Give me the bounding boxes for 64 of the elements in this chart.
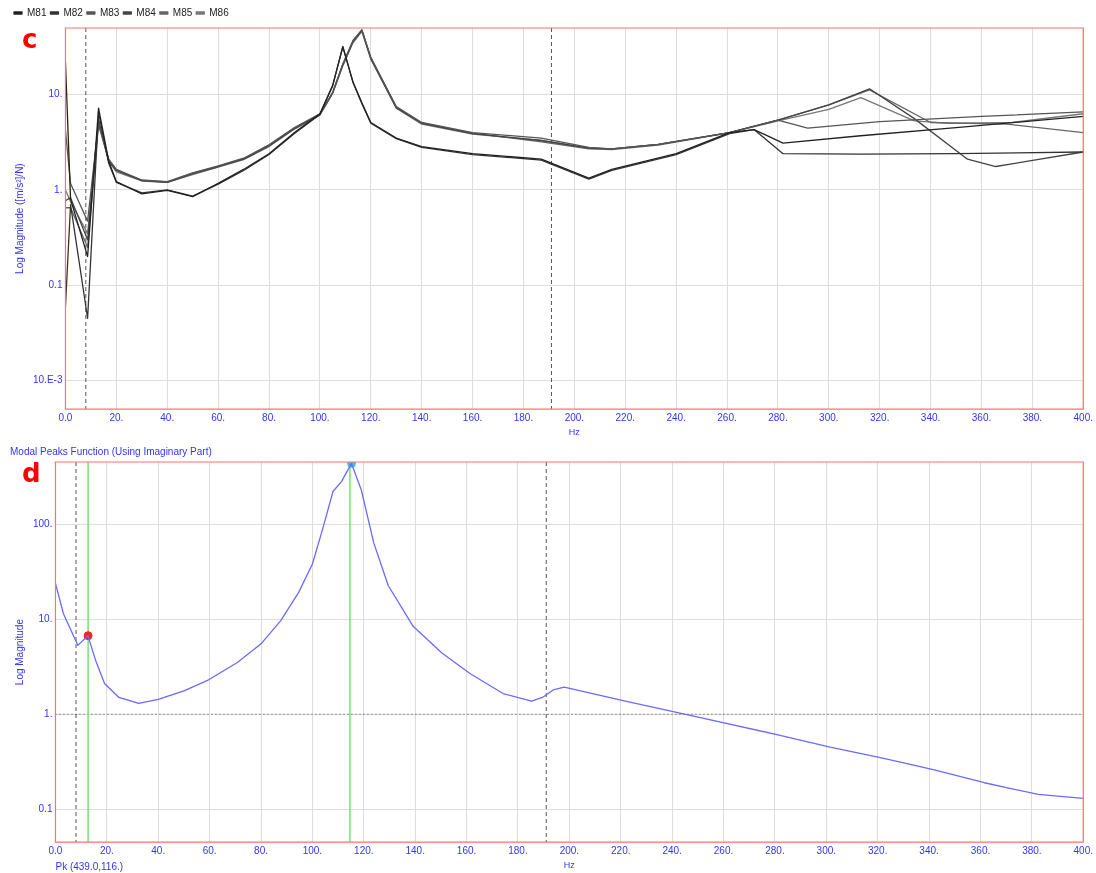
x-tick-label: 120. — [354, 844, 374, 856]
x-axis-title: Hz — [563, 860, 576, 871]
x-tick-label: 180. — [508, 844, 528, 856]
x-tick-label: 260. — [717, 411, 737, 423]
x-tick-label: 200. — [559, 844, 580, 856]
legend-label: M84 — [136, 6, 157, 18]
x-tick-label: 40. — [151, 844, 166, 856]
y-tick-label: 10.E-3 — [32, 374, 63, 386]
x-tick-label: 0.0 — [58, 411, 73, 423]
chart-title: Modal Peaks Function (Using Imaginary Part) — [10, 445, 212, 457]
x-tick-label: 140. — [411, 411, 432, 423]
text: c — [22, 23, 38, 54]
x-tick-label: 400. — [1073, 411, 1093, 423]
x-tick-label: 60. — [202, 844, 217, 856]
x-tick-label: 160. — [456, 844, 477, 856]
y-tick-label: 10. — [38, 612, 53, 624]
y-tick-label: 0.1 — [38, 802, 53, 814]
legend-label: M81 — [27, 6, 47, 18]
x-tick-label: 280. — [765, 844, 785, 856]
text: d — [22, 457, 41, 488]
y-tick-label: 10. — [48, 88, 63, 100]
x-tick-label: 360. — [971, 411, 992, 423]
x-tick-label: 300. — [816, 844, 837, 856]
x-tick-label: 220. — [615, 411, 635, 423]
x-tick-label: 280. — [768, 411, 788, 423]
x-tick-label: 0.0 — [48, 844, 63, 856]
x-tick-label: 160. — [462, 411, 483, 423]
x-tick-label: 140. — [405, 844, 425, 856]
x-tick-label: 400. — [1073, 844, 1093, 856]
x-tick-label: 20. — [99, 844, 114, 856]
y-tick-label: 0.1 — [48, 278, 63, 290]
y-axis-title: Log Magnitude ([m/s²]/N) — [13, 163, 25, 274]
x-tick-label: 240. — [666, 411, 686, 423]
y-tick-label: 1. — [54, 183, 63, 195]
x-tick-label: 340. — [920, 411, 941, 423]
x-tick-label: 360. — [970, 844, 991, 856]
x-tick-label: 100. — [302, 844, 323, 856]
legend-label: M82 — [63, 6, 84, 18]
x-tick-label: 80. — [262, 411, 276, 423]
x-tick-label: 20. — [109, 411, 124, 423]
x-tick-label: 80. — [254, 844, 268, 856]
x-axis-title: Hz — [568, 427, 581, 438]
x-tick-label: 260. — [713, 844, 734, 856]
legend-label: M85 — [172, 6, 193, 18]
legend-label: M86 — [209, 6, 230, 18]
x-tick-label: 320. — [869, 411, 890, 423]
x-tick-label: 180. — [513, 411, 534, 423]
x-tick-label: 100. — [310, 411, 330, 423]
text: Pk (439.0,116.) — [55, 860, 124, 872]
x-tick-label: 300. — [819, 411, 839, 423]
x-tick-label: 320. — [867, 844, 888, 856]
x-tick-label: 340. — [919, 844, 939, 856]
y-tick-label: 1. — [44, 707, 53, 719]
x-tick-label: 60. — [211, 411, 226, 423]
x-tick-label: 220. — [611, 844, 631, 856]
x-tick-label: 380. — [1022, 844, 1042, 856]
x-tick-label: 200. — [564, 411, 585, 423]
y-tick-label: 100. — [32, 517, 53, 529]
x-tick-label: 240. — [662, 844, 682, 856]
x-tick-label: 40. — [160, 411, 175, 423]
x-tick-label: 380. — [1022, 411, 1043, 423]
y-axis-title: Log Magnitude — [13, 618, 25, 686]
x-tick-label: 120. — [361, 411, 381, 423]
legend-label: M83 — [99, 6, 120, 18]
